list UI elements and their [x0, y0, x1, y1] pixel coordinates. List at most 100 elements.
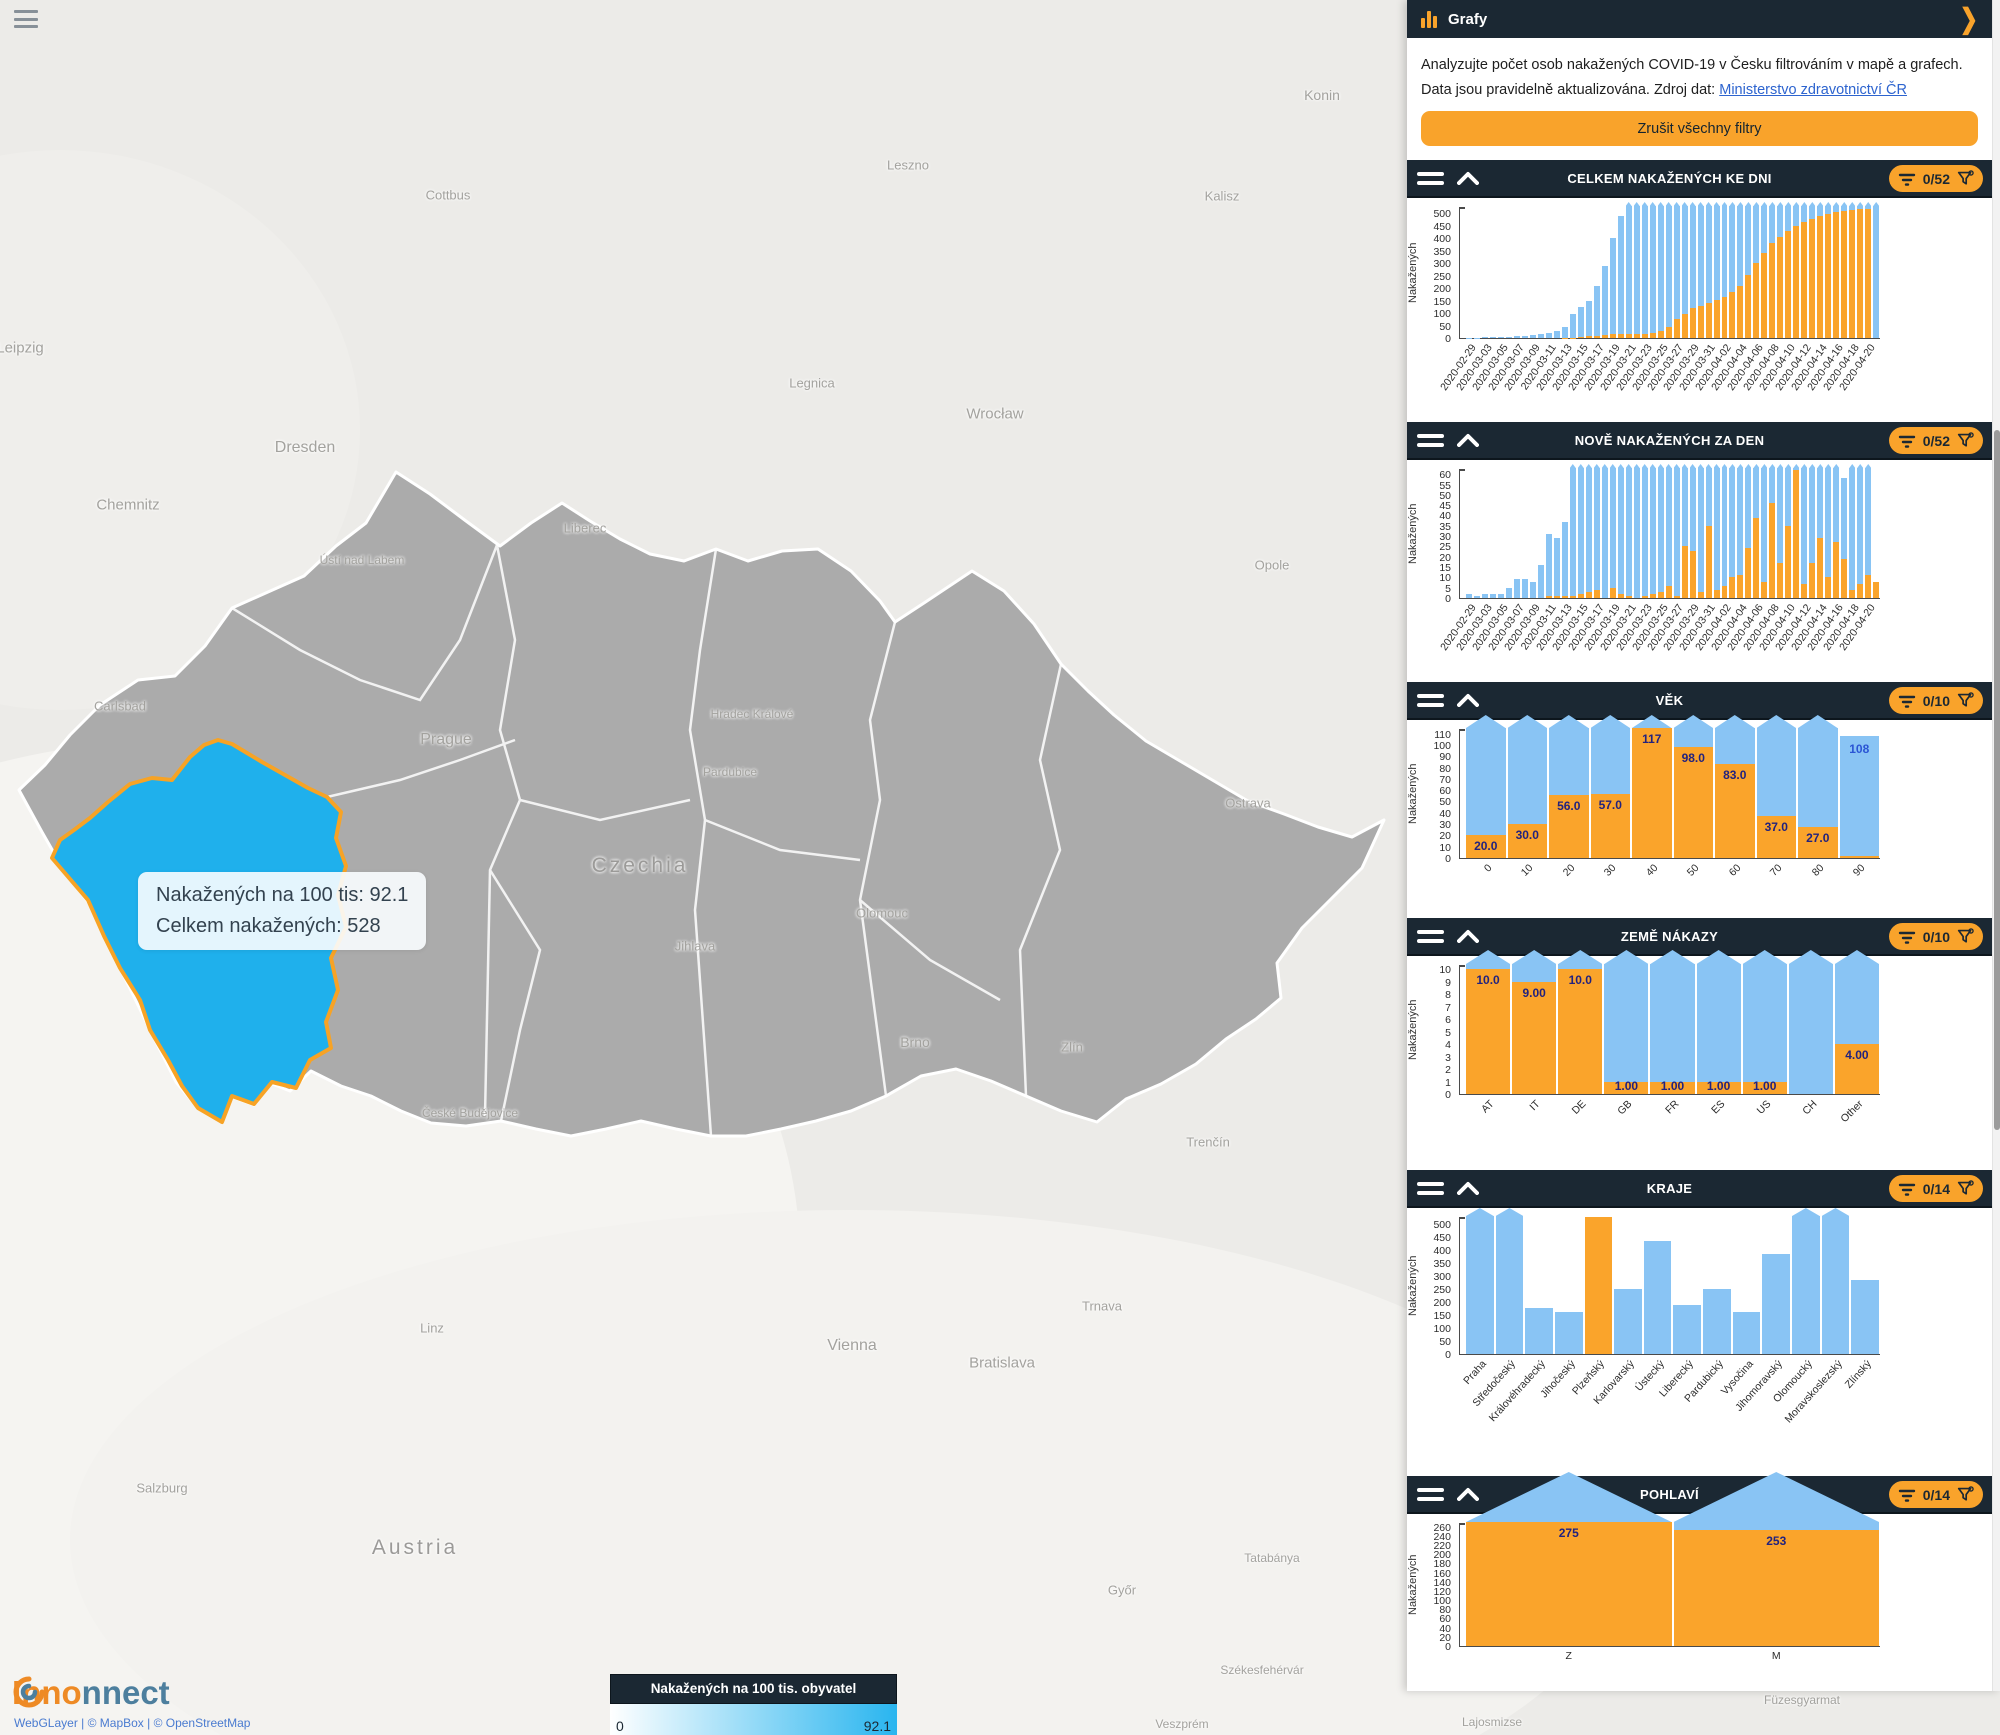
bar[interactable]	[1657, 202, 1664, 338]
bar[interactable]	[1473, 206, 1480, 338]
bar[interactable]	[1537, 468, 1544, 598]
bar[interactable]	[1729, 464, 1736, 598]
collapse-panel-chevron-icon[interactable]: ❯	[1959, 2, 1978, 34]
bar[interactable]: 30.0	[1507, 715, 1547, 858]
bar[interactable]	[1777, 202, 1784, 338]
bar[interactable]	[1697, 464, 1704, 598]
data-source-link[interactable]: Ministerstvo zdravotnictví ČR	[1719, 82, 1907, 98]
bar[interactable]	[1689, 202, 1696, 338]
bar[interactable]	[1537, 206, 1544, 338]
bar[interactable]	[1857, 202, 1864, 338]
bar[interactable]	[1614, 1216, 1642, 1354]
bar[interactable]	[1841, 468, 1848, 598]
bar[interactable]: 37.0	[1756, 715, 1796, 858]
bar[interactable]: 1.00	[1650, 950, 1695, 1094]
drag-handle-icon[interactable]	[1417, 1487, 1444, 1501]
funnel-reset-icon[interactable]	[1957, 692, 1974, 709]
collapse-chart-chevron-icon[interactable]	[1457, 171, 1479, 185]
bar[interactable]	[1809, 202, 1816, 338]
bar[interactable]	[1495, 1208, 1524, 1354]
collapse-chart-chevron-icon[interactable]	[1457, 693, 1479, 707]
bar[interactable]	[1841, 202, 1848, 338]
bar[interactable]	[1833, 202, 1840, 338]
bar[interactable]: 56.0	[1549, 715, 1589, 858]
bar[interactable]	[1466, 1208, 1494, 1354]
collapse-chart-chevron-icon[interactable]	[1457, 929, 1479, 943]
filter-count-badge[interactable]: 0/14	[1888, 1175, 1983, 1202]
bar[interactable]	[1481, 206, 1488, 338]
bar[interactable]	[1545, 206, 1552, 338]
bar[interactable]	[1833, 464, 1840, 598]
funnel-reset-icon[interactable]	[1957, 1180, 1974, 1197]
bar[interactable]	[1745, 202, 1752, 338]
bar[interactable]	[1617, 464, 1624, 598]
bar[interactable]	[1585, 464, 1592, 598]
funnel-reset-icon[interactable]	[1957, 1486, 1974, 1503]
bar[interactable]	[1497, 206, 1504, 338]
bar[interactable]	[1569, 464, 1576, 598]
bar[interactable]	[1466, 468, 1472, 598]
bar[interactable]	[1809, 464, 1816, 598]
bar[interactable]: 253	[1673, 1472, 1879, 1646]
bar[interactable]	[1703, 1216, 1731, 1354]
bar[interactable]	[1713, 202, 1720, 338]
bar[interactable]	[1489, 206, 1496, 338]
bar[interactable]	[1561, 468, 1568, 598]
bar[interactable]: 98.0	[1673, 715, 1713, 858]
bar[interactable]	[1788, 950, 1833, 1094]
bar[interactable]	[1513, 468, 1520, 598]
bar[interactable]	[1873, 468, 1880, 598]
bar[interactable]	[1584, 1216, 1613, 1354]
bar[interactable]: 57.0	[1590, 715, 1630, 858]
bar[interactable]	[1673, 202, 1680, 338]
bar[interactable]: 1.00	[1742, 950, 1787, 1094]
bar[interactable]: 10.0	[1466, 950, 1511, 1094]
bar[interactable]	[1705, 464, 1712, 598]
bar[interactable]: 1.00	[1696, 950, 1741, 1094]
bar[interactable]	[1641, 464, 1648, 598]
bar[interactable]	[1643, 1216, 1672, 1354]
bar[interactable]	[1817, 464, 1824, 598]
bar[interactable]	[1525, 1216, 1553, 1354]
bar[interactable]	[1665, 464, 1672, 598]
bar[interactable]	[1792, 1208, 1820, 1354]
bar[interactable]	[1601, 464, 1608, 598]
bar[interactable]: 1.00	[1604, 950, 1649, 1094]
bar[interactable]	[1762, 1216, 1791, 1354]
bar[interactable]	[1865, 202, 1872, 338]
bar[interactable]	[1793, 202, 1800, 338]
bar[interactable]	[1721, 202, 1728, 338]
bar[interactable]	[1753, 202, 1760, 338]
clear-all-filters-button[interactable]: Zrušit všechny filtry	[1421, 111, 1978, 146]
bar[interactable]	[1857, 464, 1864, 598]
bar[interactable]	[1649, 464, 1656, 598]
bar[interactable]	[1665, 202, 1672, 338]
bar[interactable]	[1481, 468, 1488, 598]
filter-count-badge[interactable]: 0/52	[1888, 427, 1983, 454]
bar[interactable]	[1649, 202, 1656, 338]
bar[interactable]	[1713, 464, 1720, 598]
funnel-reset-icon[interactable]	[1957, 928, 1974, 945]
bar[interactable]	[1729, 202, 1736, 338]
bar[interactable]: 27.0	[1798, 715, 1838, 858]
bar[interactable]	[1625, 464, 1632, 598]
collapse-chart-chevron-icon[interactable]	[1457, 433, 1479, 447]
bar[interactable]	[1633, 464, 1640, 598]
bar[interactable]	[1609, 206, 1616, 338]
filter-count-badge[interactable]: 0/52	[1888, 165, 1983, 192]
bar[interactable]	[1593, 206, 1600, 338]
funnel-reset-icon[interactable]	[1957, 432, 1974, 449]
bar[interactable]	[1697, 202, 1704, 338]
bar[interactable]	[1793, 464, 1800, 598]
bar[interactable]: 108	[1839, 728, 1879, 858]
bar[interactable]	[1732, 1216, 1761, 1354]
bar[interactable]	[1769, 202, 1776, 338]
bar[interactable]	[1513, 206, 1520, 338]
bar[interactable]	[1553, 468, 1560, 598]
bar[interactable]	[1577, 206, 1584, 338]
bar[interactable]	[1689, 464, 1696, 598]
bar[interactable]	[1753, 464, 1760, 598]
bar[interactable]	[1761, 464, 1768, 598]
bar[interactable]	[1681, 202, 1688, 338]
bar[interactable]	[1553, 206, 1560, 338]
